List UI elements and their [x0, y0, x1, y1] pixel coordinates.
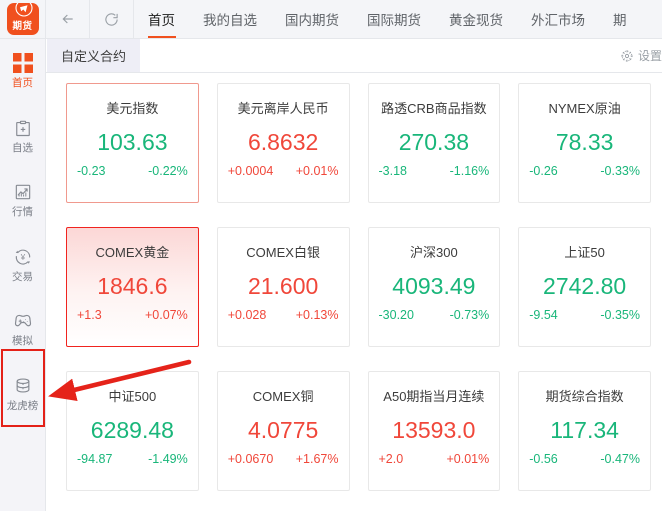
svg-text:¥: ¥: [20, 253, 25, 262]
